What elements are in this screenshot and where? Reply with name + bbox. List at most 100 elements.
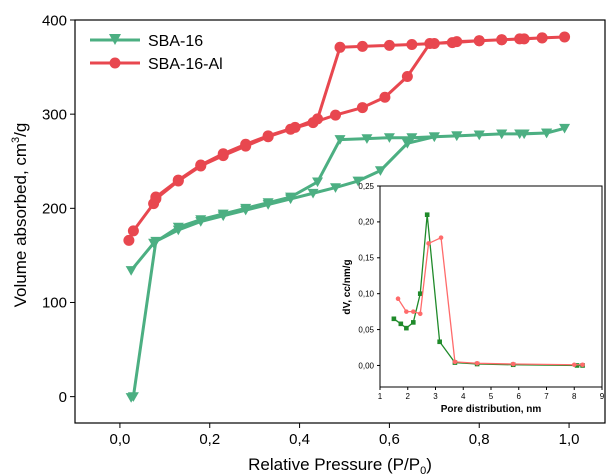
data-point (127, 392, 139, 402)
data-point (307, 188, 319, 199)
y-tick-label: 0,15 (358, 254, 374, 263)
data-point (217, 148, 229, 160)
data-point (574, 363, 580, 368)
inset-series (391, 212, 585, 368)
y-axis-title: Volume absorbed, cm3/g (10, 123, 30, 308)
data-point (452, 359, 458, 365)
x-tick-label: 6 (517, 392, 522, 401)
y-tick-label: 0,05 (358, 325, 374, 334)
data-point (195, 215, 207, 225)
data-point (404, 325, 409, 331)
inset-plot-frame (379, 185, 603, 388)
data-point (334, 135, 346, 145)
data-point (518, 33, 530, 45)
x-tick-label: 3 (433, 392, 438, 401)
data-point (398, 321, 404, 327)
data-point (428, 38, 440, 50)
data-point (352, 176, 364, 187)
data-point (361, 134, 373, 144)
y-tick-label: 400 (42, 12, 67, 29)
x-tick-label: 0,8 (469, 431, 490, 448)
data-point (150, 191, 162, 203)
x-tick-label: 5 (489, 392, 494, 401)
data-point (424, 212, 430, 218)
data-point (406, 133, 418, 143)
x-tick-label: 8 (572, 392, 577, 401)
inset-chart: 1 2 3 4 5 6 7 8 9 0,00 0,05 0,10 0,15 0,20 0,25 Pore d… (342, 182, 605, 415)
data-point (148, 238, 160, 249)
data-point (262, 130, 274, 142)
data-point (571, 362, 577, 368)
main-plot-frame (74, 19, 606, 424)
data-point (496, 129, 508, 140)
y-tick-label: 300 (42, 106, 67, 123)
data-point (473, 130, 485, 141)
x-tick-label: 9 (600, 392, 605, 401)
data-point (312, 177, 324, 188)
data-point (417, 291, 423, 296)
data-point (312, 113, 324, 125)
data-point (356, 40, 368, 52)
data-point (330, 109, 342, 121)
main-series (123, 31, 571, 403)
main-axes: 0,0 0,2 0,4 0,6 0,8 1,0 0 100 200 300 400 (42, 12, 580, 448)
y-tick-label: 0,00 (358, 361, 374, 370)
x-tick-label: 7 (544, 392, 549, 401)
data-point (438, 235, 444, 240)
data-point (451, 131, 463, 142)
data-point (428, 132, 440, 142)
y-tick-label: 0,20 (358, 218, 374, 227)
y-tick-label: 0,10 (358, 289, 374, 298)
data-point (285, 192, 297, 203)
data-point (172, 174, 184, 186)
legend-marker-sba16al (109, 57, 121, 69)
legend-label-sba16: SBA-16 (148, 33, 203, 50)
data-point (406, 38, 418, 50)
data-point (379, 91, 391, 103)
data-point (451, 36, 463, 48)
data-point (383, 39, 395, 51)
data-point (411, 309, 416, 314)
data-point (404, 309, 409, 314)
y-tick-label: 0 (59, 389, 67, 406)
legend-entry-sba16: SBA-16 (90, 33, 203, 50)
data-point (417, 311, 423, 317)
x-tick-label: 0,0 (109, 431, 130, 448)
x-tick-label: 0,2 (199, 431, 220, 448)
data-point (411, 320, 416, 325)
x-tick-label: 2 (406, 392, 411, 401)
data-point (195, 159, 207, 171)
data-point (123, 234, 135, 246)
data-point (172, 222, 184, 233)
x-tick-label: 1 (378, 392, 383, 401)
data-point (262, 198, 274, 208)
data-point (334, 41, 346, 53)
data-point (240, 203, 252, 214)
inset-axes: 1 2 3 4 5 6 7 8 9 0,00 0,05 0,10 0,15 0,20 0,25 (358, 182, 604, 401)
data-point (536, 32, 548, 44)
series-line-1 (127, 35, 567, 241)
data-point (510, 361, 516, 367)
x-axis-title-subscript: 0 (420, 465, 426, 475)
x-tick-label: 0,6 (379, 431, 400, 448)
data-point (559, 31, 571, 43)
y-tick-label: 200 (42, 201, 67, 218)
x-tick-label: 4 (461, 392, 466, 401)
y-axis-title-superscript: 3 (10, 137, 22, 143)
data-point (541, 128, 553, 139)
x-tick-label: 0,4 (289, 431, 310, 448)
series-line-0 (129, 126, 567, 399)
data-point (580, 362, 585, 368)
data-point (401, 70, 413, 82)
data-point (401, 138, 413, 149)
legend-marker-sba16 (109, 34, 121, 45)
data-point (473, 35, 485, 47)
inset-x-axis-title: Pore distribution, nm (441, 404, 542, 415)
data-point (474, 361, 480, 366)
data-point (240, 138, 252, 150)
x-axis-title: Relative Pressure (P/P0) (248, 455, 432, 475)
data-point (437, 339, 442, 345)
x-tick-label: 1,0 (559, 431, 580, 448)
data-point (559, 123, 571, 134)
